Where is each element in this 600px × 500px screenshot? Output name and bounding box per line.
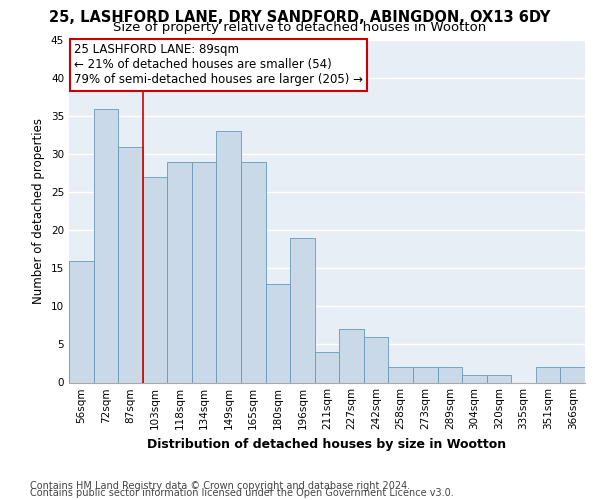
- Bar: [487, 375, 511, 382]
- Bar: [217, 132, 241, 382]
- Bar: [560, 368, 585, 382]
- Bar: [167, 162, 192, 382]
- Bar: [143, 177, 167, 382]
- Bar: [192, 162, 217, 382]
- Text: 25 LASHFORD LANE: 89sqm
← 21% of detached houses are smaller (54)
79% of semi-de: 25 LASHFORD LANE: 89sqm ← 21% of detache…: [74, 44, 363, 86]
- Text: Contains public sector information licensed under the Open Government Licence v3: Contains public sector information licen…: [30, 488, 454, 498]
- Bar: [69, 260, 94, 382]
- Bar: [94, 108, 118, 382]
- Bar: [315, 352, 339, 382]
- Text: Contains HM Land Registry data © Crown copyright and database right 2024.: Contains HM Land Registry data © Crown c…: [30, 481, 410, 491]
- Bar: [290, 238, 315, 382]
- Bar: [339, 329, 364, 382]
- Bar: [364, 337, 388, 382]
- Bar: [462, 375, 487, 382]
- Text: 25, LASHFORD LANE, DRY SANDFORD, ABINGDON, OX13 6DY: 25, LASHFORD LANE, DRY SANDFORD, ABINGDO…: [49, 10, 551, 25]
- Bar: [266, 284, 290, 382]
- X-axis label: Distribution of detached houses by size in Wootton: Distribution of detached houses by size …: [148, 438, 506, 451]
- Bar: [118, 146, 143, 382]
- Bar: [413, 368, 437, 382]
- Bar: [241, 162, 266, 382]
- Bar: [437, 368, 462, 382]
- Bar: [536, 368, 560, 382]
- Bar: [388, 368, 413, 382]
- Text: Size of property relative to detached houses in Wootton: Size of property relative to detached ho…: [113, 21, 487, 34]
- Y-axis label: Number of detached properties: Number of detached properties: [32, 118, 46, 304]
